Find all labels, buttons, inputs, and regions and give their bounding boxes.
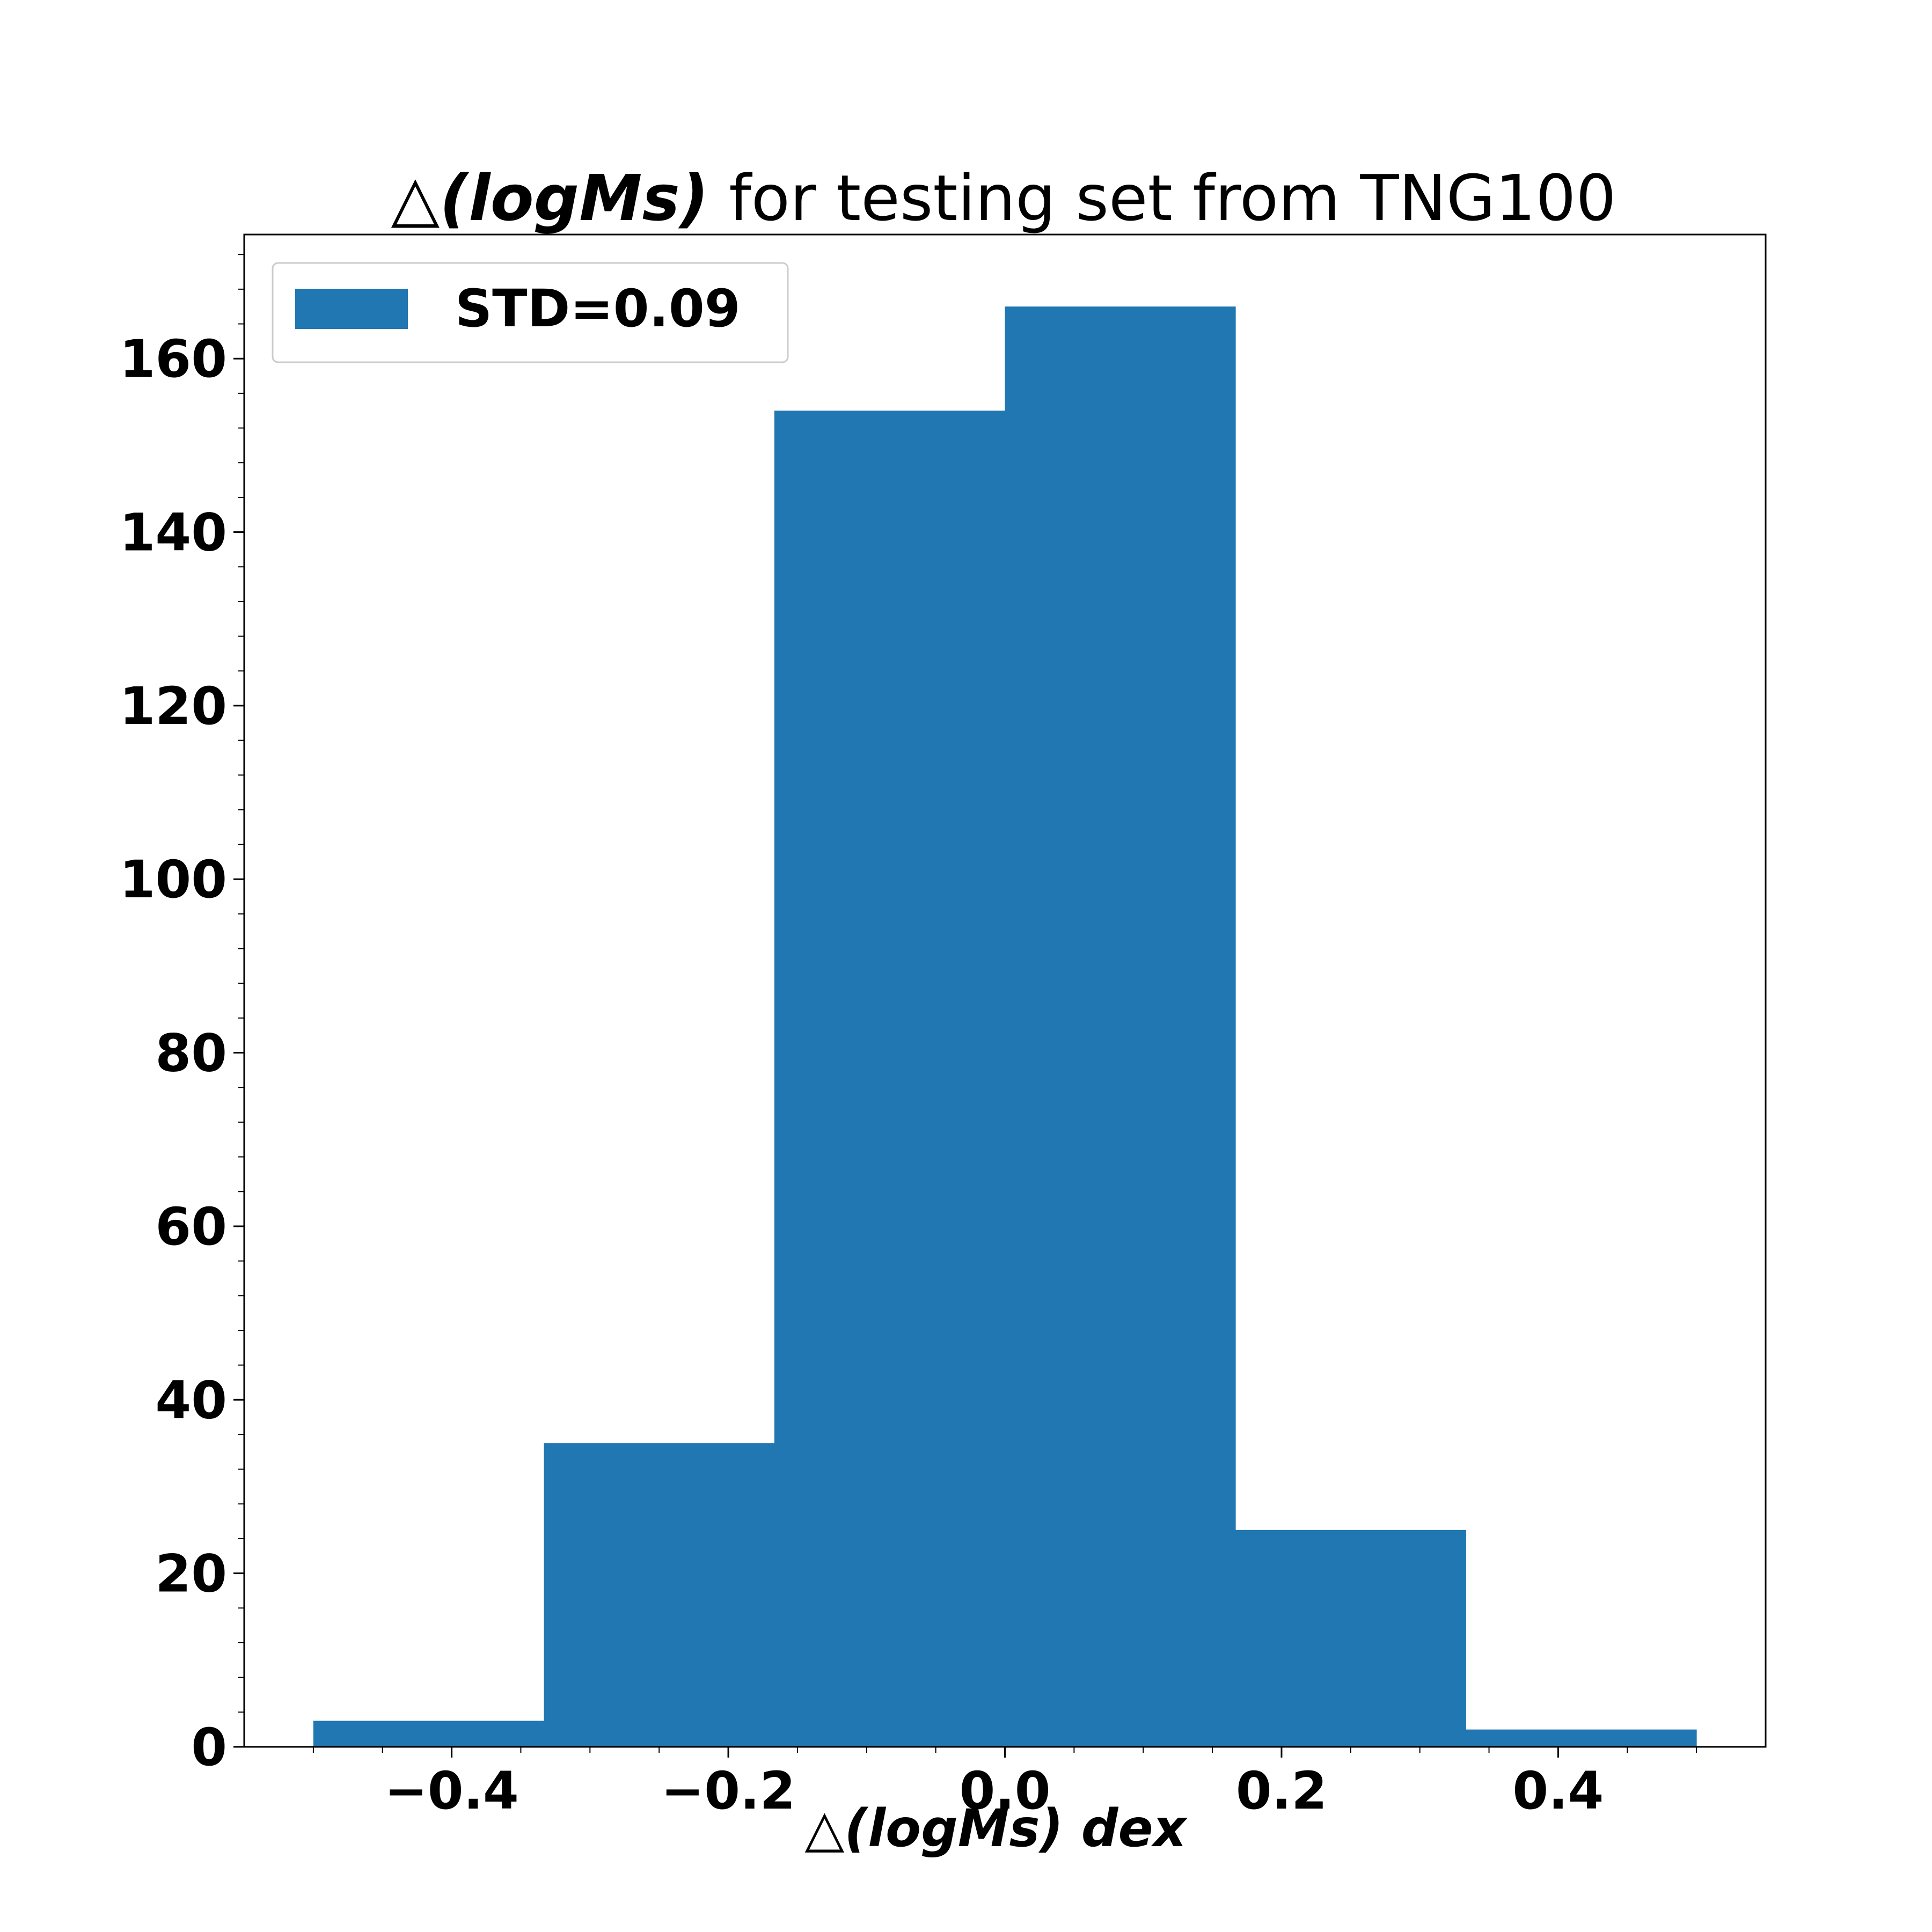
x-axis: −0.4 −0.2 0.0 0.2 0.4 bbox=[312, 1747, 1697, 1821]
x-tick-label: 0.0 bbox=[959, 1761, 1050, 1821]
legend: STD=0.09 bbox=[272, 262, 789, 363]
xlabel-math: (logMs) bbox=[844, 1798, 1063, 1858]
title-delta-symbol: △ bbox=[391, 161, 440, 235]
histogram-bar bbox=[1005, 306, 1236, 1747]
histogram-bar bbox=[1235, 1529, 1467, 1747]
xlabel-gap bbox=[1063, 1798, 1081, 1858]
x-tick-label: −0.2 bbox=[661, 1761, 796, 1821]
y-tick-label: 100 bbox=[120, 850, 227, 910]
histogram-bar bbox=[1466, 1729, 1697, 1747]
legend-box bbox=[272, 262, 789, 363]
title-math: (logMs) bbox=[440, 161, 709, 235]
y-tick-label: 140 bbox=[120, 503, 227, 563]
xlabel-delta-symbol: △ bbox=[805, 1798, 845, 1858]
y-tick-label: 120 bbox=[120, 676, 227, 736]
x-tick-label: −0.4 bbox=[384, 1761, 519, 1821]
title-rest: for testing set from TNG100 bbox=[709, 161, 1616, 235]
chart-title: △(logMs) for testing set from TNG100 bbox=[391, 161, 1616, 235]
legend-swatch bbox=[295, 289, 408, 329]
y-tick-label: 0 bbox=[191, 1717, 227, 1777]
histogram-bar bbox=[774, 411, 1005, 1747]
histogram-bar bbox=[544, 1443, 775, 1747]
bars-group bbox=[313, 306, 1697, 1747]
legend-label: STD=0.09 bbox=[455, 279, 741, 339]
y-tick-label: 20 bbox=[155, 1544, 227, 1604]
y-tick-label: 40 bbox=[155, 1370, 227, 1430]
y-tick-label: 80 bbox=[155, 1023, 227, 1084]
xlabel-unit: dex bbox=[1081, 1798, 1188, 1858]
histogram-bar bbox=[313, 1721, 544, 1747]
x-tick-label: 0.4 bbox=[1512, 1761, 1604, 1821]
y-axis: 0 20 40 60 80 100 120 140 160 bbox=[120, 254, 244, 1777]
x-tick-label: 0.2 bbox=[1236, 1761, 1327, 1821]
y-tick-label: 60 bbox=[155, 1197, 227, 1257]
x-axis-label: △(logMs) dex bbox=[805, 1798, 1188, 1858]
y-tick-label: 160 bbox=[120, 329, 227, 389]
